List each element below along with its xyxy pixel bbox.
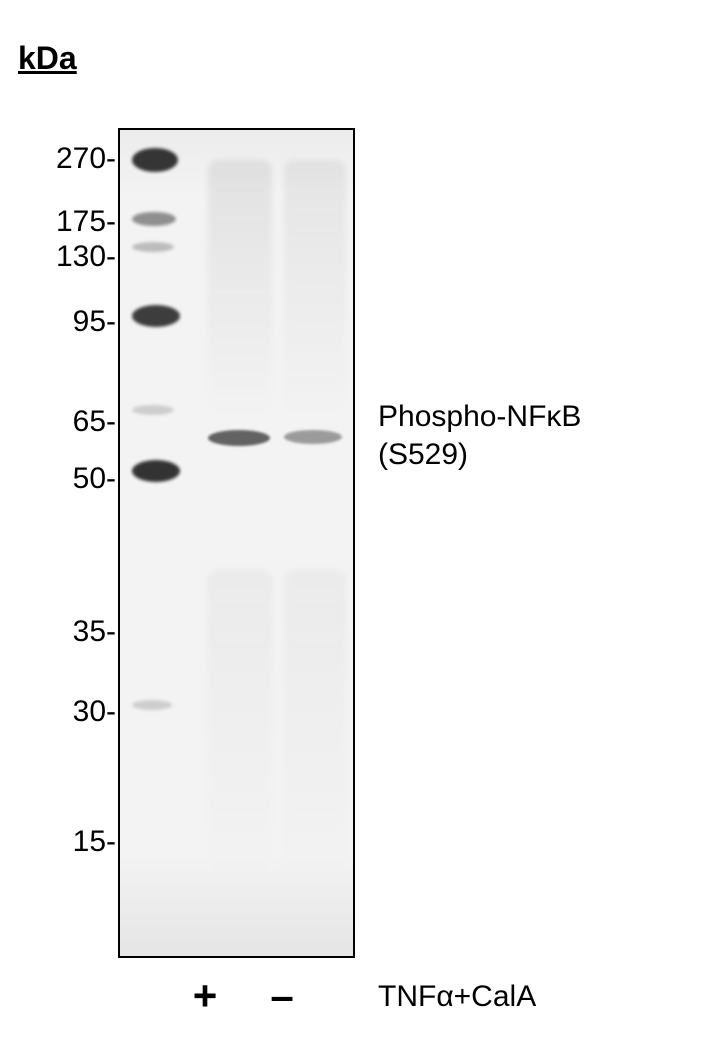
sample-band xyxy=(208,430,270,446)
ladder-band xyxy=(132,305,180,327)
protein-name-label: Phospho-NFκB (S529) xyxy=(378,398,581,473)
lane-smear xyxy=(208,160,272,420)
lane-condition-symbol: + xyxy=(185,972,225,1020)
marker-label: 50- xyxy=(73,462,116,496)
marker-label: 65- xyxy=(73,405,116,439)
marker-label: 175- xyxy=(56,205,116,239)
ladder-band xyxy=(132,212,176,226)
sample-band xyxy=(284,430,342,444)
kda-unit-label: kDa xyxy=(18,40,77,77)
ladder-band xyxy=(132,460,180,482)
marker-label: 270- xyxy=(56,142,116,176)
ladder-band xyxy=(132,405,174,415)
marker-label: 130- xyxy=(56,240,116,274)
protein-name-line1: Phospho-NFκB xyxy=(378,398,581,436)
lane-smear xyxy=(208,570,272,890)
treatment-condition-label: TNFα+CalA xyxy=(378,980,536,1014)
marker-label: 35- xyxy=(73,615,116,649)
ladder-band xyxy=(132,242,174,252)
lane-smear xyxy=(284,160,346,420)
lane-smear xyxy=(284,570,346,890)
marker-label: 30- xyxy=(73,695,116,729)
ladder-band xyxy=(132,148,178,172)
protein-name-line2: (S529) xyxy=(378,436,581,474)
lane-condition-symbol: – xyxy=(262,972,302,1020)
ladder-band xyxy=(132,700,172,710)
marker-label: 15- xyxy=(73,825,116,859)
western-blot-image xyxy=(118,128,355,958)
marker-label: 95- xyxy=(73,305,116,339)
